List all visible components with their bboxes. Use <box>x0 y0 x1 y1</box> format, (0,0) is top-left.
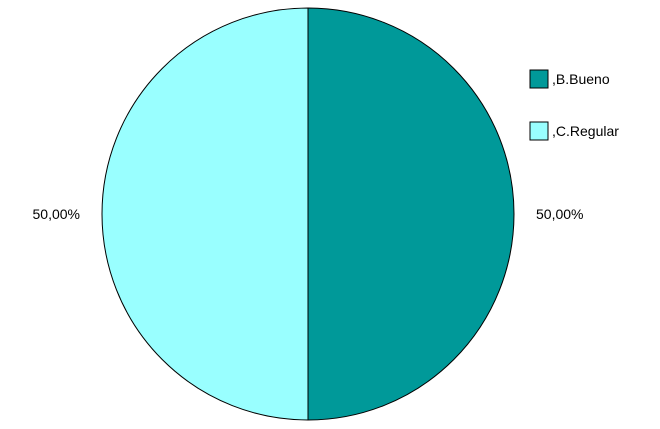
legend-swatch-1 <box>529 69 549 89</box>
legend: ,B.Bueno ,C.Regular <box>529 69 619 141</box>
pie-data-labels: 50,00% 50,00% <box>33 206 584 222</box>
legend-swatch-2 <box>529 121 549 141</box>
legend-label-2: ,C.Regular <box>552 123 619 139</box>
slice-data-label-1: 50,00% <box>536 206 583 222</box>
legend-label-1: ,B.Bueno <box>552 71 610 87</box>
pie-slices <box>101 7 515 421</box>
slice-data-label-2: 50,00% <box>33 206 80 222</box>
pie-slice-1 <box>307 7 515 421</box>
pie-slice-2 <box>101 7 309 421</box>
